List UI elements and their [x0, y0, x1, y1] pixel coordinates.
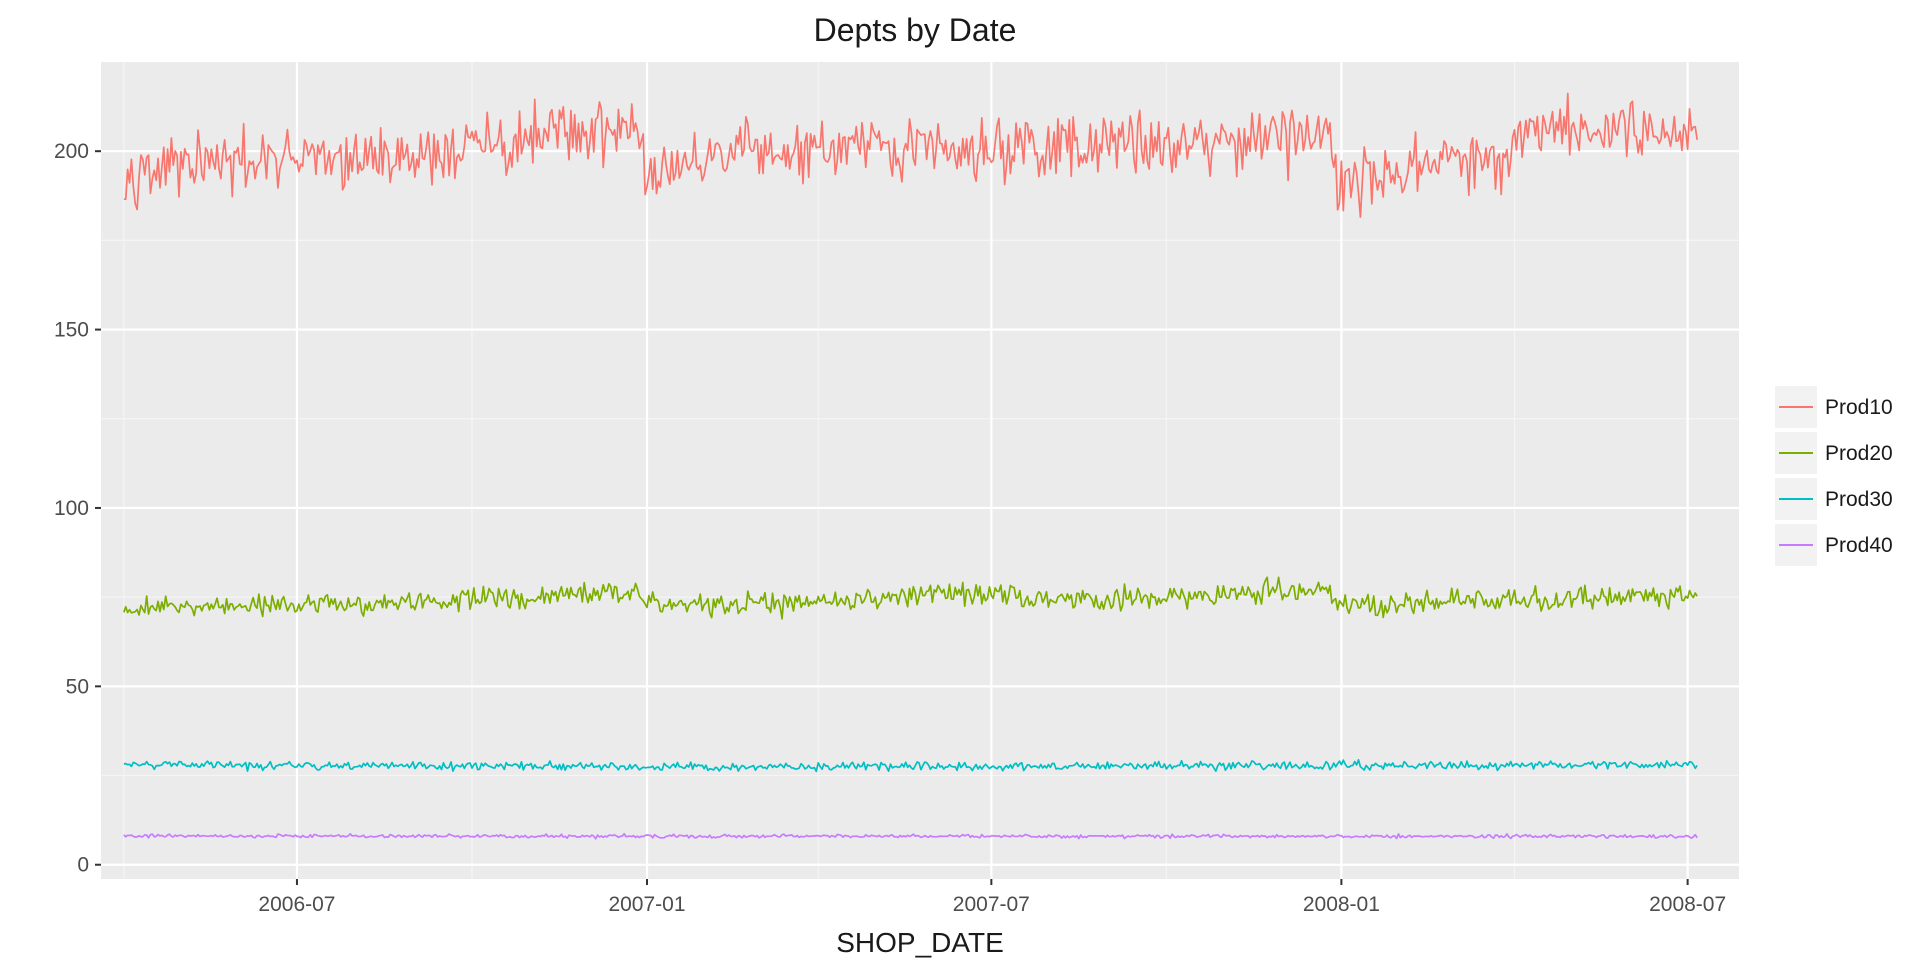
- legend-label-prod10: Prod10: [1825, 396, 1893, 419]
- y-axis: 0 50 100 150 200: [54, 140, 101, 877]
- major-gridlines: [101, 62, 1739, 879]
- y-tick-label: 0: [77, 854, 89, 877]
- legend-label-prod20: Prod20: [1825, 442, 1893, 465]
- y-tick-label: 100: [54, 497, 89, 520]
- x-axis: 2006-07 2007-01 2007-07 2008-01 2008-07: [258, 879, 1726, 916]
- series-line-prod30: [123, 759, 1698, 773]
- y-tick-label: 200: [54, 140, 89, 163]
- legend-label-prod30: Prod30: [1825, 488, 1893, 511]
- series-line-prod40: [123, 832, 1698, 840]
- series-lines: [123, 92, 1698, 840]
- chart-title: Depts by Date: [814, 12, 1017, 48]
- plot-panel: [101, 62, 1739, 879]
- x-tick-label: 2007-07: [953, 893, 1030, 916]
- x-tick-label: 2008-01: [1303, 893, 1380, 916]
- legend-label-prod40: Prod40: [1825, 534, 1893, 557]
- y-tick-label: 150: [54, 319, 89, 342]
- x-axis-title: SHOP_DATE: [836, 927, 1004, 958]
- series-line-prod20: [123, 576, 1698, 620]
- series-line-prod10: [123, 92, 1698, 218]
- x-tick-label: 2006-07: [258, 893, 335, 916]
- x-tick-label: 2007-01: [608, 893, 685, 916]
- y-tick-label: 50: [66, 675, 89, 698]
- minor-gridlines: [101, 62, 1739, 879]
- x-tick-label: 2008-07: [1649, 893, 1726, 916]
- legend: Prod10 Prod20 Prod30 Prod40: [1775, 386, 1893, 566]
